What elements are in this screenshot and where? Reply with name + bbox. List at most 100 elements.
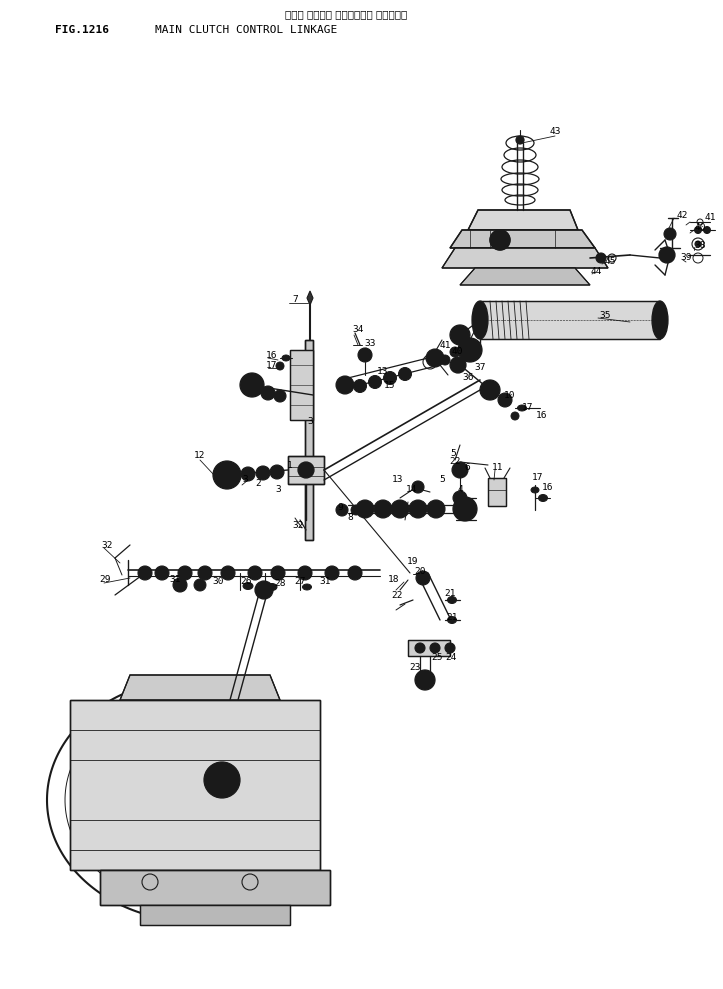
Circle shape	[261, 386, 275, 400]
Circle shape	[398, 368, 411, 381]
Circle shape	[480, 380, 500, 400]
Circle shape	[248, 566, 262, 580]
Circle shape	[415, 643, 425, 653]
Ellipse shape	[531, 487, 539, 493]
Text: 21: 21	[446, 613, 458, 622]
Circle shape	[463, 342, 473, 352]
Text: 21: 21	[444, 588, 455, 597]
Circle shape	[511, 412, 519, 420]
Circle shape	[596, 253, 606, 263]
Circle shape	[453, 497, 477, 521]
Text: 7: 7	[292, 296, 298, 305]
Circle shape	[271, 566, 285, 580]
Polygon shape	[442, 248, 608, 268]
Circle shape	[358, 348, 372, 362]
Circle shape	[412, 481, 424, 493]
Bar	[408, 640, 450, 656]
Ellipse shape	[652, 301, 668, 339]
Bar	[480, 301, 660, 339]
Text: 30: 30	[213, 578, 223, 586]
Circle shape	[354, 380, 367, 393]
Text: 3: 3	[275, 486, 281, 494]
Text: 32: 32	[101, 541, 113, 550]
Text: 22: 22	[449, 458, 461, 467]
Text: 23: 23	[409, 664, 421, 673]
Polygon shape	[450, 230, 595, 248]
Text: 5: 5	[439, 476, 445, 485]
Circle shape	[391, 500, 409, 518]
Text: 40: 40	[451, 347, 463, 356]
Circle shape	[274, 390, 286, 402]
Circle shape	[241, 467, 255, 481]
Circle shape	[298, 566, 312, 580]
Circle shape	[695, 226, 701, 233]
Circle shape	[703, 226, 711, 233]
Circle shape	[240, 373, 264, 397]
Text: 39: 39	[680, 253, 692, 262]
Circle shape	[427, 500, 445, 518]
Circle shape	[430, 643, 440, 653]
Polygon shape	[468, 210, 578, 230]
Text: 8: 8	[347, 513, 353, 522]
Circle shape	[356, 500, 374, 518]
Text: 41: 41	[440, 340, 450, 349]
Circle shape	[369, 376, 382, 389]
Text: 16: 16	[536, 410, 548, 419]
Text: 32: 32	[292, 520, 304, 529]
Circle shape	[194, 579, 206, 591]
Bar	[100, 870, 330, 905]
Bar	[305, 340, 313, 540]
Circle shape	[276, 362, 284, 370]
Circle shape	[255, 581, 273, 599]
Bar	[305, 340, 313, 540]
Circle shape	[458, 338, 482, 362]
Text: 31: 31	[320, 578, 330, 586]
Text: 18: 18	[388, 576, 400, 584]
Text: 44: 44	[590, 267, 602, 277]
Circle shape	[204, 762, 240, 798]
Bar	[140, 905, 290, 925]
Text: 36: 36	[462, 374, 474, 383]
Text: MAIN CLUTCH CONTROL LINKAGE: MAIN CLUTCH CONTROL LINKAGE	[155, 25, 337, 35]
Circle shape	[155, 566, 169, 580]
Text: 11: 11	[492, 464, 504, 473]
Circle shape	[440, 355, 450, 365]
Bar	[408, 640, 450, 656]
Text: 13: 13	[393, 476, 403, 485]
Polygon shape	[290, 350, 313, 420]
Circle shape	[351, 505, 361, 515]
Text: 5: 5	[450, 448, 456, 458]
Text: 13: 13	[377, 368, 389, 377]
Circle shape	[374, 500, 392, 518]
Circle shape	[450, 325, 470, 345]
Circle shape	[348, 566, 362, 580]
Circle shape	[416, 571, 430, 585]
Text: メイン クラッチ コントロール リンケージ: メイン クラッチ コントロール リンケージ	[285, 9, 407, 19]
Text: 33: 33	[364, 339, 376, 348]
Ellipse shape	[539, 494, 547, 501]
Circle shape	[659, 247, 675, 263]
Bar	[100, 870, 330, 905]
Text: 14: 14	[406, 486, 418, 494]
Circle shape	[336, 376, 354, 394]
Text: 34: 34	[352, 325, 364, 334]
Text: 37: 37	[474, 364, 486, 373]
Circle shape	[198, 566, 212, 580]
Ellipse shape	[243, 583, 253, 589]
Text: 41: 41	[704, 214, 716, 223]
Circle shape	[415, 670, 435, 690]
Text: 42: 42	[676, 212, 688, 221]
Text: 40: 40	[694, 224, 706, 232]
Ellipse shape	[472, 301, 488, 339]
Bar	[488, 478, 506, 506]
Text: 25: 25	[431, 654, 442, 663]
Text: 15: 15	[384, 381, 395, 390]
Circle shape	[664, 228, 676, 240]
Text: 3: 3	[242, 476, 248, 485]
Bar	[288, 456, 324, 484]
Ellipse shape	[267, 584, 277, 590]
Text: 27: 27	[294, 578, 306, 586]
Circle shape	[256, 466, 270, 480]
Text: 12: 12	[194, 451, 206, 460]
Circle shape	[298, 462, 314, 478]
